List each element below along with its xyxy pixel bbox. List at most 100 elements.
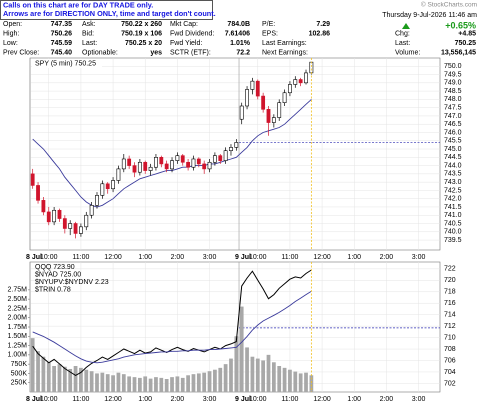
- y-tick-label: 741.5: [444, 204, 462, 211]
- x-tick-label: 3:00: [203, 396, 217, 403]
- candle-body: [212, 155, 217, 163]
- volume-bar: [148, 378, 153, 392]
- change-pct: +0.65%: [445, 20, 476, 30]
- x-tick-label: 11:00: [72, 254, 89, 261]
- y-tick-label: 741.0: [444, 212, 462, 219]
- volume-bar: [186, 375, 190, 392]
- volume-bar: [57, 364, 62, 392]
- quote-value: 1.01%: [230, 40, 251, 47]
- x-tick-label: 1:00: [138, 254, 152, 261]
- volume-bar: [218, 367, 223, 392]
- y-tick-label: 748.0: [444, 96, 462, 103]
- candle-body: [234, 142, 239, 148]
- y2-tick-label: 1.75M: [8, 324, 28, 331]
- watermark: © StockCharts.com: [421, 1, 477, 9]
- x-tick-label: 12:00: [104, 254, 122, 261]
- y2-tick-label: 1.00M: [8, 352, 28, 359]
- up-arrow: [402, 23, 410, 29]
- legend-entry: $NYAD 725.00: [35, 271, 81, 278]
- quote-value: 72.2: [236, 49, 250, 56]
- x-tick-label: 2:00: [171, 254, 185, 261]
- quote-value: 745.59: [51, 40, 73, 47]
- y-tick-label: 708: [444, 346, 456, 353]
- candle-body: [186, 161, 191, 168]
- volume-bar: [266, 354, 271, 392]
- x-tick-label: 12:00: [104, 396, 122, 403]
- volume-bar: [143, 376, 148, 392]
- candle-body: [57, 209, 62, 219]
- y-tick-label: 745.5: [444, 138, 462, 145]
- volume-bar: [154, 377, 158, 392]
- y-tick-label: 750.0: [444, 63, 462, 70]
- volume-bar: [304, 372, 308, 392]
- volume-bar: [111, 375, 115, 392]
- volume-bar: [271, 362, 276, 392]
- x-tick-label: 1:00: [138, 396, 152, 403]
- volume-bar: [239, 306, 244, 392]
- volume-bar: [202, 372, 207, 392]
- quote-label: Last:: [82, 40, 97, 47]
- y-tick-label: 749.5: [444, 71, 462, 78]
- notice-box: [0, 0, 213, 20]
- legend-entry: $NYUPV:$NYDNV 2.23: [35, 279, 109, 286]
- quote-value: 784.0B: [227, 21, 250, 28]
- volume-bar: [191, 374, 196, 392]
- volume-bar: [73, 366, 78, 392]
- quote-label: Optionable:: [82, 49, 118, 56]
- legend-entry: QQQ 723.90: [35, 264, 75, 271]
- quote-label: Open:: [3, 21, 22, 28]
- candle-body: [218, 155, 223, 161]
- candle-body: [180, 155, 185, 163]
- x-tick-label: 10:00: [249, 396, 267, 403]
- y2-tick-label: 2.00M: [8, 315, 28, 322]
- quote-label: High:: [3, 30, 19, 37]
- candle-body: [255, 80, 260, 97]
- y-tick-label: 749.0: [444, 80, 462, 87]
- candle-body: [288, 84, 292, 94]
- candle-body: [89, 205, 94, 216]
- x-tick-label: 3:00: [412, 254, 426, 261]
- candle-body: [245, 89, 249, 107]
- candle-body: [293, 79, 298, 85]
- candle-body: [282, 92, 287, 103]
- candle-body: [132, 165, 137, 173]
- y-tick-label: 716: [444, 300, 456, 307]
- quote-label: Last:: [395, 40, 410, 47]
- volume-bar: [261, 360, 266, 392]
- candle-body: [127, 158, 132, 166]
- candle-body: [111, 180, 115, 190]
- date: Thursday 9-Jul-2026 11:46 am: [382, 12, 477, 19]
- y-tick-label: 702: [444, 380, 456, 387]
- candle-body: [164, 163, 169, 170]
- quote-label: Ask:: [82, 21, 96, 28]
- candle-body: [250, 80, 255, 90]
- volume-bar: [298, 373, 303, 392]
- volume-bar: [196, 373, 201, 392]
- volume-bar: [250, 356, 255, 392]
- y-tick-label: 714: [444, 312, 456, 319]
- volume-bar: [62, 366, 67, 392]
- y2-tick-label: 500K: [11, 370, 28, 377]
- candle-body: [30, 173, 35, 186]
- y2-tick-label: 1.25M: [8, 342, 28, 349]
- quote-label: Mkt Cap:: [170, 21, 198, 28]
- volume-bar: [213, 369, 217, 392]
- quote-label: Prev Close:: [3, 49, 39, 56]
- plot-area: [29, 57, 441, 251]
- quote-value: 13,556,145: [441, 49, 476, 56]
- x-tick-label: 12:00: [313, 396, 331, 403]
- candle-body: [266, 109, 271, 123]
- candle-body: [309, 61, 314, 74]
- y-tick-label: 744.0: [444, 162, 462, 169]
- candle-body: [46, 211, 51, 223]
- volume-bar: [255, 358, 260, 392]
- quote-value: 750.26: [51, 30, 73, 37]
- y-tick-label: 742.5: [444, 187, 462, 194]
- y-tick-label: 746.0: [444, 129, 462, 136]
- quote-label: Bid:: [82, 30, 94, 37]
- y-tick-label: 748.5: [444, 88, 462, 95]
- candle-body: [36, 185, 40, 201]
- candle-body: [196, 158, 201, 165]
- candle-body: [298, 79, 303, 84]
- day-label: 9 Jul: [235, 396, 251, 403]
